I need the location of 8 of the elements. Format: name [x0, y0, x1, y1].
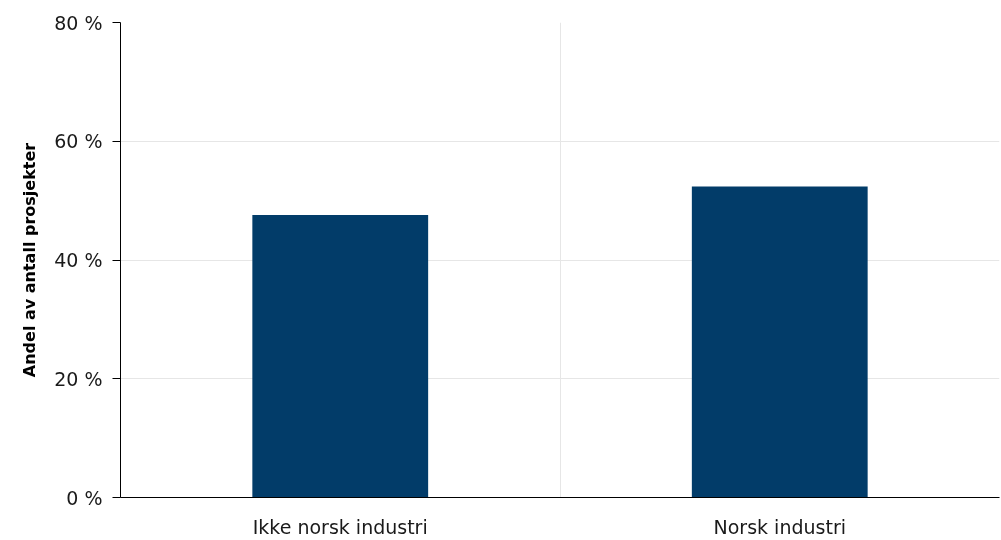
y-tick-label: 0 %: [66, 486, 103, 509]
y-tick-label: 20 %: [54, 367, 103, 390]
y-tick-label: 40 %: [54, 249, 103, 271]
x-tick-label: Ikke norsk industri: [252, 515, 428, 538]
y-tick-label: 80 %: [54, 11, 103, 34]
x-tick-label: Norsk industri: [713, 515, 846, 538]
y-axis-title: Andel av antall prosjekter: [20, 142, 40, 378]
y-tick-label: 60 %: [54, 130, 103, 153]
